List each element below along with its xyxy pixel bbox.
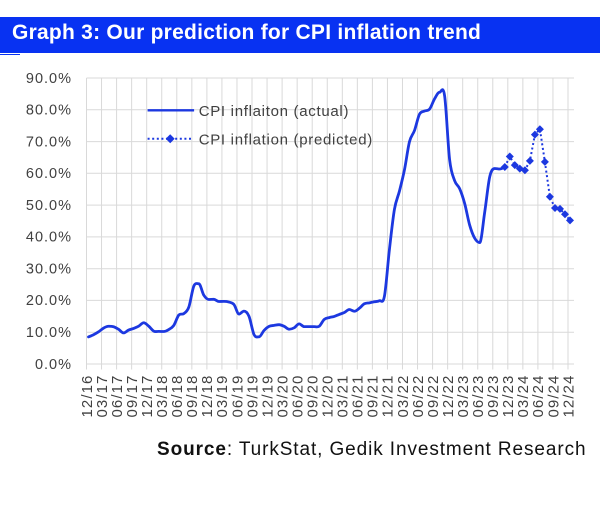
svg-text:03/20: 03/20 [274,375,291,418]
svg-text:09/22: 09/22 [425,375,442,418]
svg-text:12/17: 12/17 [139,375,156,418]
svg-text:03/17: 03/17 [94,375,111,418]
svg-text:12/23: 12/23 [500,375,517,418]
svg-text:12/21: 12/21 [380,375,397,418]
svg-text:12/19: 12/19 [259,375,276,418]
svg-text:90.0%: 90.0% [26,71,72,87]
svg-text:06/20: 06/20 [289,375,306,418]
svg-text:06/23: 06/23 [470,375,487,418]
svg-text:03/21: 03/21 [335,375,352,418]
svg-text:Source: TurkStat, Gedik Invest: Source: TurkStat, Gedik Investment Resea… [157,439,586,460]
svg-text:12/20: 12/20 [320,375,337,418]
svg-text:12/24: 12/24 [560,375,577,418]
svg-text:12/16: 12/16 [79,375,96,418]
svg-text:06/17: 06/17 [109,375,126,418]
svg-text:09/21: 09/21 [365,375,382,418]
svg-text:50.0%: 50.0% [26,198,72,214]
svg-text:09/20: 09/20 [305,375,322,418]
svg-text:03/23: 03/23 [455,375,472,418]
svg-text:03/18: 03/18 [154,375,171,418]
svg-text:0.0%: 0.0% [35,357,72,373]
svg-text:09/24: 09/24 [545,375,562,418]
svg-text:03/24: 03/24 [515,375,532,418]
svg-text:03/22: 03/22 [395,375,412,418]
svg-text:12/18: 12/18 [199,375,216,418]
svg-text:06/24: 06/24 [530,375,547,418]
svg-text:12/22: 12/22 [440,375,457,418]
svg-text:06/19: 06/19 [229,375,246,418]
svg-text:06/21: 06/21 [350,375,367,418]
svg-text:20.0%: 20.0% [26,293,72,309]
svg-text:40.0%: 40.0% [26,230,72,246]
svg-text:30.0%: 30.0% [26,262,72,278]
svg-text:06/18: 06/18 [169,375,186,418]
svg-text:09/18: 09/18 [184,375,201,418]
svg-text:03/19: 03/19 [214,375,231,418]
svg-text:10.0%: 10.0% [26,325,72,341]
svg-text:09/23: 09/23 [485,375,502,418]
svg-text:80.0%: 80.0% [26,103,72,119]
svg-text:09/17: 09/17 [124,375,141,418]
svg-text:60.0%: 60.0% [26,166,72,182]
svg-text:CPI inflation (predicted): CPI inflation (predicted) [199,131,373,148]
svg-text:70.0%: 70.0% [26,134,72,150]
svg-text:CPI inflaiton (actual): CPI inflaiton (actual) [199,103,349,120]
svg-text:06/22: 06/22 [410,375,427,418]
svg-text:09/19: 09/19 [244,375,261,418]
